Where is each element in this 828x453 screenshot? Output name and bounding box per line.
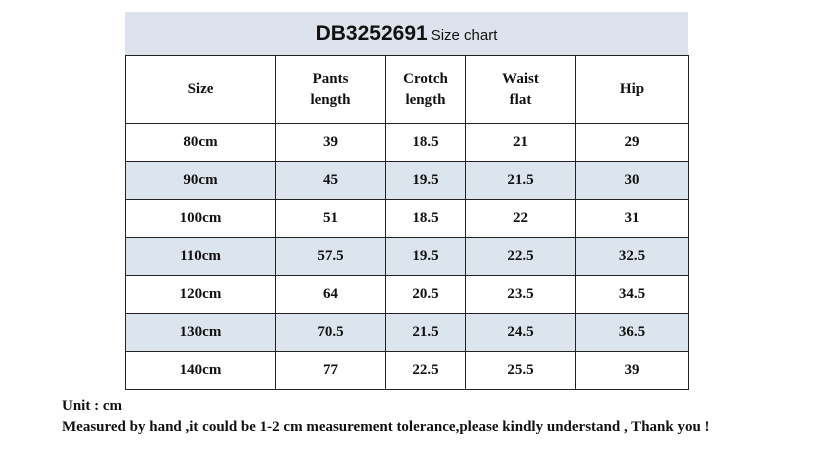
- data-cell: 110cm: [125, 237, 276, 276]
- header-text: Crotch: [403, 70, 448, 87]
- data-row: 120cm 64 20.5 23.5 34.5: [125, 275, 689, 314]
- data-cell: 31: [575, 199, 689, 238]
- data-cell: 22.5: [465, 237, 576, 276]
- header-text: Hip: [619, 81, 645, 97]
- title-code: DB3252691: [315, 21, 428, 45]
- data-cell: 23.5: [465, 275, 576, 314]
- title-bar: DB3252691 Size chart: [125, 12, 688, 55]
- data-cell: 120cm: [125, 275, 276, 314]
- data-cell: 36.5: [575, 313, 689, 352]
- data-cell: 64: [275, 275, 386, 314]
- data-row: 90cm 45 19.5 21.5 30: [125, 161, 689, 200]
- data-cell: 18.5: [385, 123, 466, 162]
- unit-note: Unit : cm: [62, 398, 122, 414]
- data-cell: 24.5: [465, 313, 576, 352]
- header-row: Size Pants length Crotch length Waist flat Hip: [125, 55, 689, 124]
- data-row: 130cm 70.5 21.5 24.5 36.5: [125, 313, 689, 352]
- data-cell: 20.5: [385, 275, 466, 314]
- data-cell: 70.5: [275, 313, 386, 352]
- header-text: length: [310, 91, 351, 108]
- data-cell: 18.5: [385, 199, 466, 238]
- data-cell: 39: [275, 123, 386, 162]
- data-cell: 45: [275, 161, 386, 200]
- data-cell: 100cm: [125, 199, 276, 238]
- size-table: Size Pants length Crotch length Waist flat Hip 8…: [125, 55, 689, 390]
- data-cell: 34.5: [575, 275, 689, 314]
- data-cell: 19.5: [385, 161, 466, 200]
- header-cell: Crotch length: [385, 55, 466, 124]
- data-cell: 51: [275, 199, 386, 238]
- data-cell: 25.5: [465, 351, 576, 390]
- data-cell: 19.5: [385, 237, 466, 276]
- data-row: 80cm 39 18.5 21 29: [125, 123, 689, 162]
- data-cell: 22.5: [385, 351, 466, 390]
- header-text: Waist: [502, 70, 539, 87]
- data-cell: 39: [575, 351, 689, 390]
- header-text: length: [405, 91, 446, 108]
- header-text: flat: [509, 91, 532, 108]
- header-cell: Waist flat: [465, 55, 576, 124]
- header-cell: Hip: [575, 55, 689, 124]
- data-cell: 80cm: [125, 123, 276, 162]
- data-cell: 21: [465, 123, 576, 162]
- tolerance-note: Measured by hand ,it could be 1-2 cm mea…: [62, 419, 710, 435]
- data-cell: 21.5: [385, 313, 466, 352]
- data-row: 110cm 57.5 19.5 22.5 32.5: [125, 237, 689, 276]
- data-cell: 22: [465, 199, 576, 238]
- data-cell: 77: [275, 351, 386, 390]
- data-cell: 90cm: [125, 161, 276, 200]
- title-suffix: Size chart: [430, 27, 498, 44]
- data-cell: 57.5: [275, 237, 386, 276]
- data-row: 140cm 77 22.5 25.5 39: [125, 351, 689, 390]
- data-cell: 32.5: [575, 237, 689, 276]
- header-text: Size: [187, 81, 214, 97]
- header-cell: Pants length: [275, 55, 386, 124]
- data-cell: 130cm: [125, 313, 276, 352]
- data-row: 100cm 51 18.5 22 31: [125, 199, 689, 238]
- data-cell: 140cm: [125, 351, 276, 390]
- data-cell: 30: [575, 161, 689, 200]
- data-cell: 29: [575, 123, 689, 162]
- data-cell: 21.5: [465, 161, 576, 200]
- header-text: Pants: [312, 70, 349, 87]
- header-cell: Size: [125, 55, 276, 124]
